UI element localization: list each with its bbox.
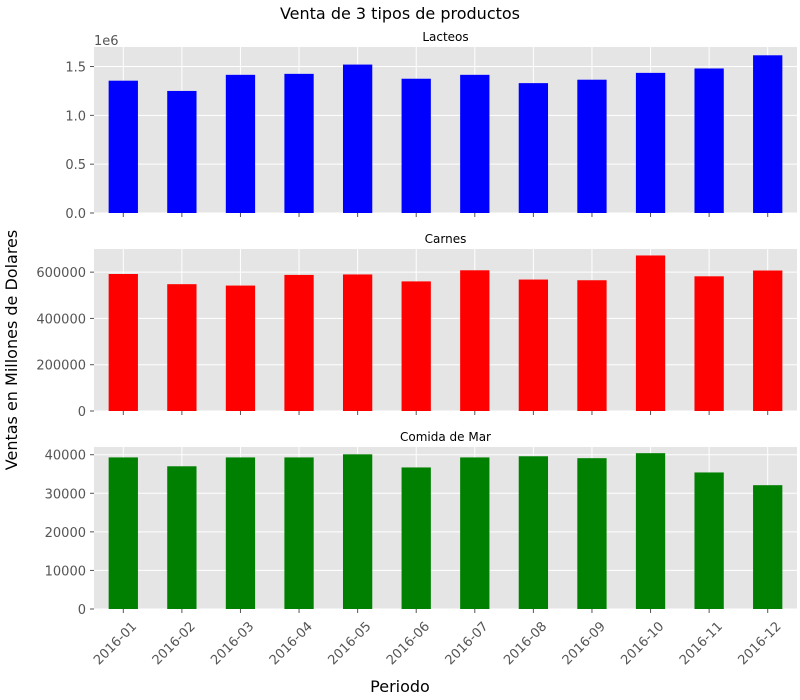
y-tick-label: 1.0 — [65, 109, 86, 124]
y-tick-label: 400000 — [36, 312, 86, 327]
x-tick-label-2016-01: 2016-01 — [91, 619, 140, 668]
x-tick-label-2016-02: 2016-02 — [150, 619, 199, 668]
bar-2-2016-07 — [460, 457, 490, 609]
panel-title: Lacteos — [422, 30, 468, 44]
bar-2-2016-09 — [577, 458, 607, 609]
bar-0-2016-06 — [401, 78, 431, 213]
bar-0-2016-04 — [284, 73, 314, 214]
y-tick-label: 1.5 — [65, 61, 86, 76]
x-tick-label-2016-10: 2016-10 — [618, 619, 667, 668]
bar-2-2016-08 — [518, 456, 549, 609]
y-tick-label: 0 — [78, 405, 86, 420]
chart-panels: 0.00.51.01.5Lacteos1e6020000040000060000… — [36, 30, 797, 668]
bar-1-2016-05 — [342, 274, 373, 411]
bar-1-2016-10 — [635, 255, 666, 411]
bar-2-2016-10 — [635, 453, 666, 609]
bar-1-2016-02 — [167, 284, 197, 411]
bar-0-2016-09 — [577, 79, 607, 213]
y-tick-label: 0.5 — [65, 158, 86, 173]
x-tick-label-2016-07: 2016-07 — [443, 619, 492, 668]
panel-title: Comida de Mar — [400, 430, 491, 444]
panel-0: 0.0 0.5 1.0 1.5 Lacteos 1e6 — [65, 30, 797, 222]
y-axis-label: Ventas en Millones de Dolares — [2, 230, 21, 470]
x-tick-label-2016-11: 2016-11 — [677, 619, 726, 668]
bar-2-2016-02 — [167, 466, 197, 609]
bar-2-2016-11 — [694, 472, 724, 609]
bar-2-2016-04 — [284, 457, 314, 609]
bar-1-2016-11 — [694, 276, 724, 411]
y-tick-label: 10000 — [45, 564, 86, 579]
panel-1: 0 200000 400000 600000 Carnes — [36, 232, 797, 420]
x-tick-label-2016-09: 2016-09 — [560, 619, 609, 668]
x-tick-label-2016-03: 2016-03 — [208, 619, 257, 668]
panel-2: 0 10000 20000 30000 40000 Comida de Mar — [45, 430, 797, 618]
panel-background — [94, 447, 797, 609]
bar-1-2016-08 — [518, 279, 549, 411]
bar-0-2016-08 — [518, 83, 549, 213]
bar-1-2016-06 — [401, 281, 431, 411]
bar-2-2016-12 — [753, 485, 783, 609]
y-tick-label: 0.0 — [65, 207, 86, 222]
bar-2-2016-01 — [108, 457, 138, 609]
bar-0-2016-05 — [342, 64, 373, 213]
x-tick-label-2016-05: 2016-05 — [325, 619, 374, 668]
panel-title: Carnes — [425, 232, 467, 246]
y-tick-label: 40000 — [45, 449, 86, 464]
bar-1-2016-07 — [460, 270, 490, 411]
bar-2-2016-05 — [342, 454, 373, 609]
y-tick-label: 600000 — [36, 266, 86, 281]
x-tick-label-2016-12: 2016-12 — [736, 619, 785, 668]
bar-0-2016-03 — [225, 74, 256, 214]
bar-1-2016-01 — [108, 273, 138, 411]
bar-0-2016-10 — [635, 72, 666, 214]
x-tick-label-2016-08: 2016-08 — [501, 619, 550, 668]
y-tick-label: 30000 — [45, 487, 86, 502]
bar-1-2016-04 — [284, 274, 314, 411]
bar-0-2016-11 — [694, 68, 724, 213]
bar-1-2016-03 — [225, 285, 256, 411]
panel-background — [94, 249, 797, 411]
bar-0-2016-02 — [167, 90, 197, 213]
x-tick-label-2016-04: 2016-04 — [267, 619, 316, 668]
bar-0-2016-07 — [460, 74, 490, 214]
chart-title: Venta de 3 tipos de productos — [280, 4, 520, 23]
x-tick-label-2016-06: 2016-06 — [384, 619, 433, 668]
y-offset-label: 1e6 — [94, 34, 119, 49]
y-tick-label: 0 — [78, 603, 86, 618]
bar-2-2016-03 — [225, 457, 256, 609]
bar-0-2016-01 — [108, 80, 138, 213]
y-tick-label: 200000 — [36, 359, 86, 374]
y-tick-label: 20000 — [45, 526, 86, 541]
panel-background — [94, 47, 797, 213]
bar-2-2016-06 — [401, 467, 431, 609]
bar-1-2016-09 — [577, 280, 607, 411]
bar-1-2016-12 — [753, 270, 783, 411]
x-axis-label: Periodo — [370, 677, 430, 696]
bar-0-2016-12 — [753, 55, 783, 213]
